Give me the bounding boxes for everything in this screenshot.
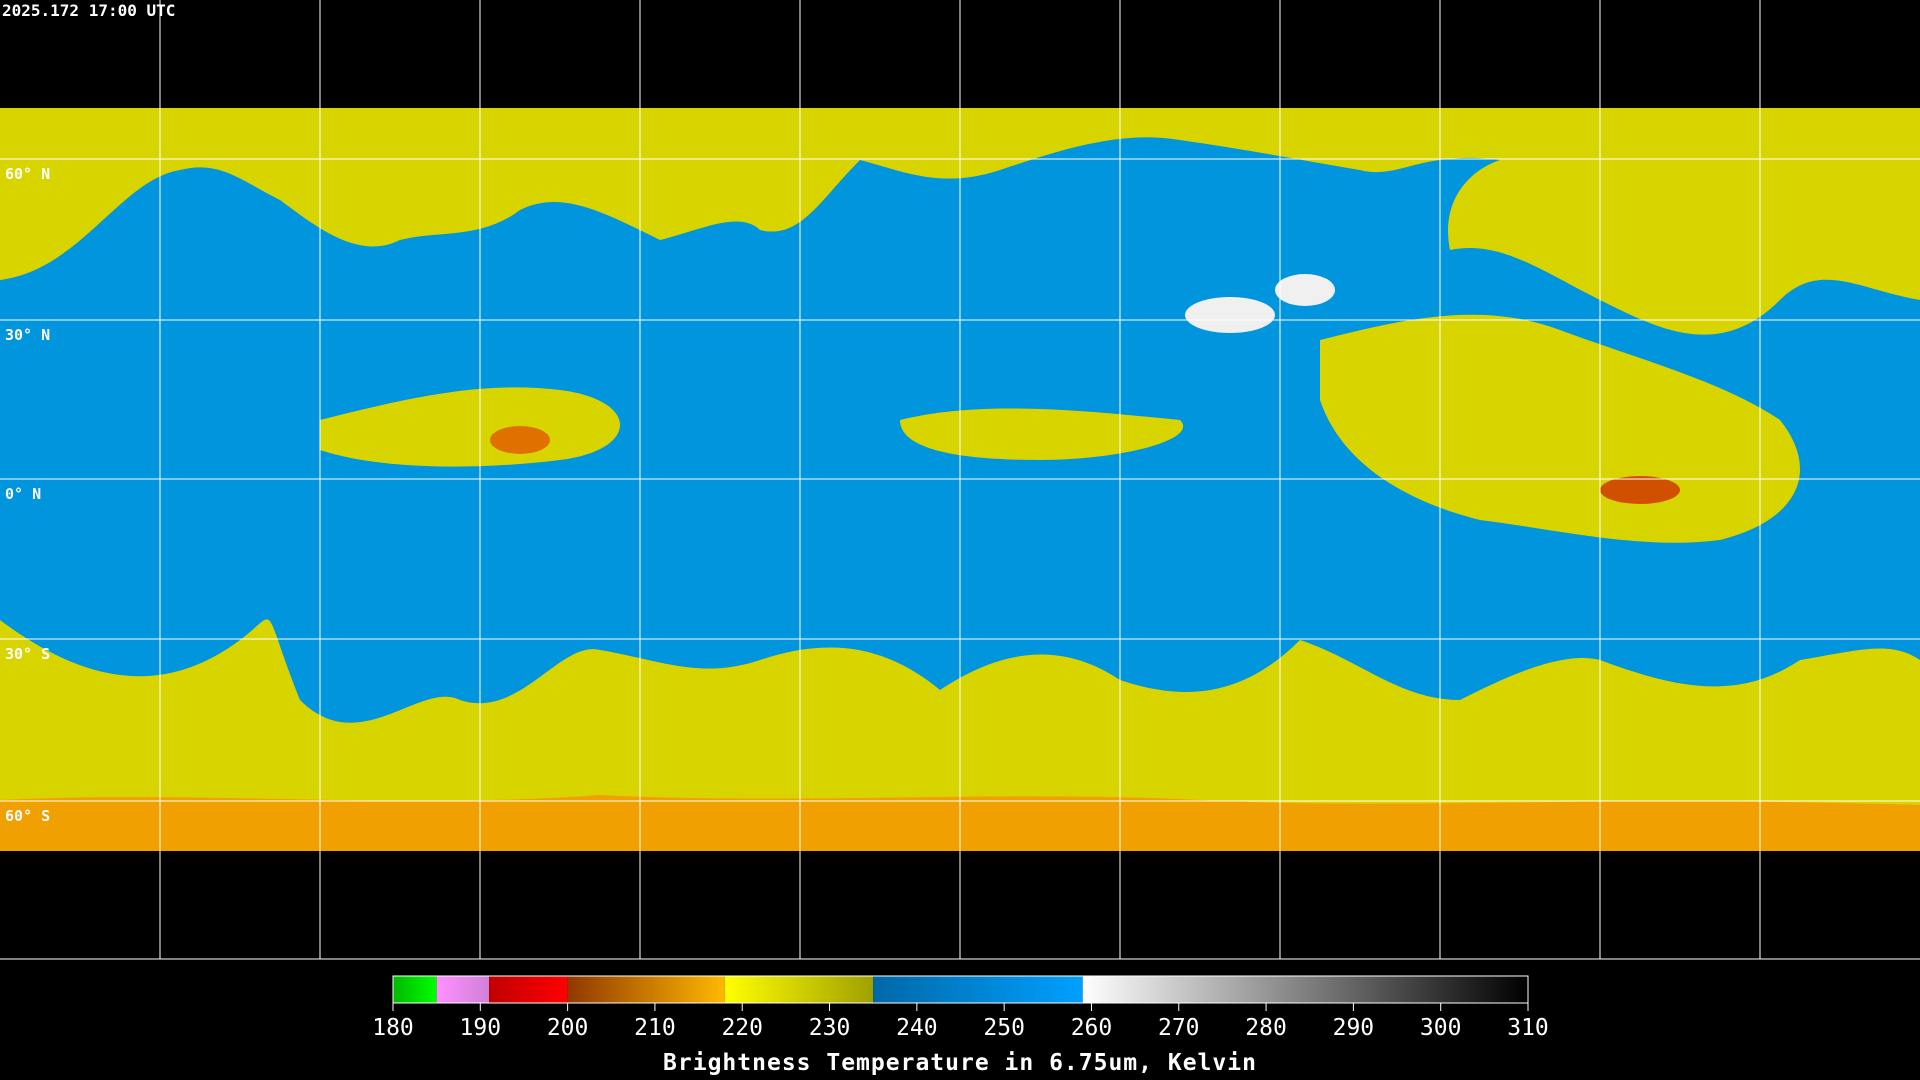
deep-convection bbox=[1600, 476, 1680, 504]
latitude-label: 0° N bbox=[5, 485, 41, 503]
colorbar-tick-label: 180 bbox=[372, 1015, 414, 1041]
colorbar-tick-label: 260 bbox=[1071, 1015, 1113, 1041]
colorbar-tick-label: 300 bbox=[1420, 1015, 1462, 1041]
colorbar-tick-label: 290 bbox=[1333, 1015, 1375, 1041]
colorbar-frame bbox=[392, 975, 1529, 1004]
colorbar-segment bbox=[393, 976, 437, 1003]
latitude-label: 60° S bbox=[5, 807, 50, 825]
deep-convection bbox=[490, 426, 550, 454]
convection-africa bbox=[900, 408, 1184, 460]
colorbar-segment bbox=[724, 976, 874, 1003]
colorbar-segment bbox=[436, 976, 490, 1003]
dry-air bbox=[1185, 297, 1275, 333]
graticule bbox=[0, 0, 1920, 960]
colorbar-tick-label: 190 bbox=[460, 1015, 502, 1041]
colorbar-title: Brightness Temperature in 6.75um, Kelvin bbox=[663, 1050, 1257, 1076]
timestamp: 2025.172 17:00 UTC bbox=[2, 1, 175, 20]
colorbar-tick-label: 250 bbox=[983, 1015, 1025, 1041]
latitude-label: 30° N bbox=[5, 326, 50, 344]
colorbar-tick-label: 210 bbox=[634, 1015, 676, 1041]
colorbar-segment bbox=[873, 976, 1083, 1003]
colorbar-segment bbox=[567, 976, 725, 1003]
colorbar-segment bbox=[1082, 976, 1528, 1003]
latitude-label: 30° S bbox=[5, 645, 50, 663]
colorbar-tick-label: 200 bbox=[547, 1015, 589, 1041]
colorbar-tick-label: 270 bbox=[1158, 1015, 1200, 1041]
colorbar-segment bbox=[489, 976, 568, 1003]
colorbar-tick-label: 220 bbox=[721, 1015, 763, 1041]
latitude-label: 60° N bbox=[5, 165, 50, 183]
dry-air bbox=[1275, 274, 1335, 306]
colorbar-tick-label: 230 bbox=[809, 1015, 851, 1041]
colorbar-tick-label: 240 bbox=[896, 1015, 938, 1041]
latitude-labels: 60° N 30° N 0° N 30° S 60° S bbox=[5, 165, 50, 825]
colorbar-tick-label: 280 bbox=[1245, 1015, 1287, 1041]
colorbar: 180 190 200 210 220 230 240 250 260 270 280 290 300 3… bbox=[372, 975, 1549, 1041]
colorbar-tick-label: 310 bbox=[1507, 1015, 1549, 1041]
